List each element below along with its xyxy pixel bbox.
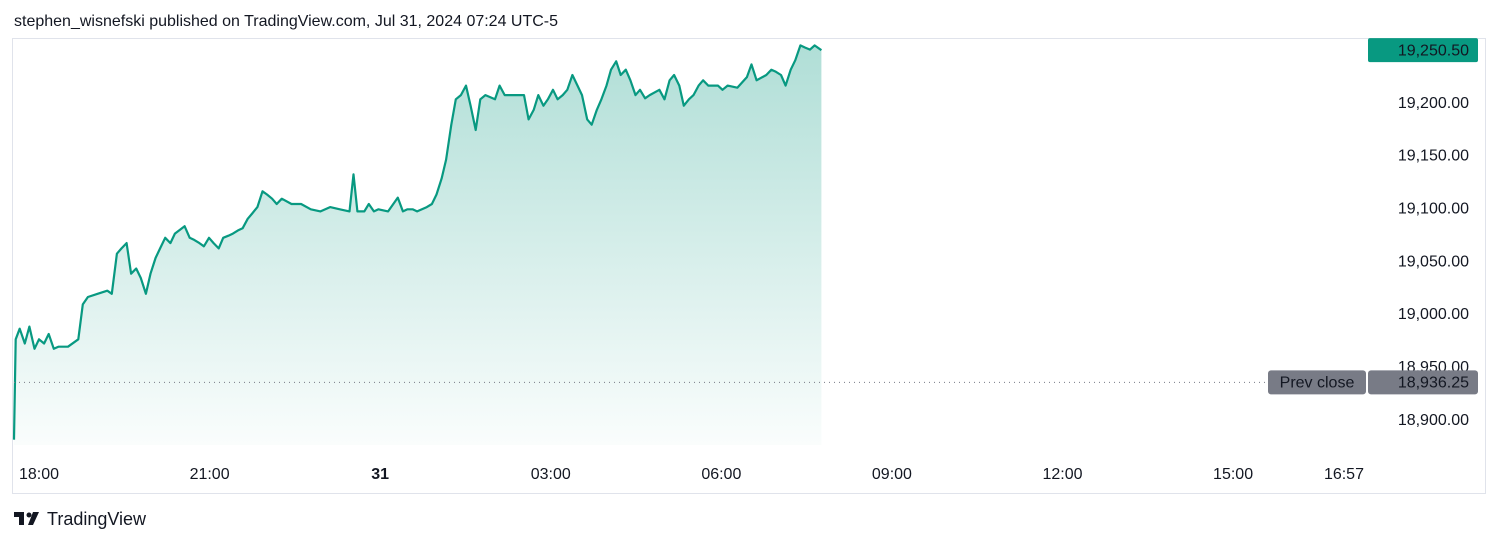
x-tick-label: 31 — [371, 466, 389, 483]
y-tick-label: 19,150.00 — [1398, 148, 1469, 165]
chart-frame — [12, 38, 1486, 494]
x-tick-label: 06:00 — [701, 466, 741, 483]
area-fill — [14, 45, 822, 446]
x-tick-label: 15:00 — [1213, 466, 1253, 483]
prev-close-value: 18,936.25 — [1398, 375, 1469, 392]
byline: stephen_wisnefski published on TradingVi… — [14, 13, 558, 30]
prev-close-name: Prev close — [1280, 375, 1355, 392]
y-tick-label: 18,900.00 — [1398, 412, 1469, 429]
y-tick-label: 19,100.00 — [1398, 200, 1469, 217]
prev-close-name-badge — [1268, 370, 1366, 395]
x-tick-label: 21:00 — [190, 466, 230, 483]
x-tick-label: 16:57 — [1324, 466, 1364, 483]
y-tick-label: 19,200.00 — [1398, 95, 1469, 112]
brand-logo — [14, 512, 39, 525]
y-tick-label: 19,000.00 — [1398, 306, 1469, 323]
x-tick-label: 12:00 — [1042, 466, 1082, 483]
x-tick-label: 03:00 — [531, 466, 571, 483]
y-tick-label: 19,050.00 — [1398, 253, 1469, 270]
x-tick-label: 09:00 — [872, 466, 912, 483]
prev-close-value-badge — [1368, 370, 1478, 395]
x-tick-label: 18:00 — [19, 466, 59, 483]
brand-name: TradingView — [47, 509, 147, 529]
price-line — [12, 44, 823, 440]
last-price-badge — [1368, 38, 1478, 63]
last-price-label: 19,250.50 — [1398, 42, 1469, 59]
